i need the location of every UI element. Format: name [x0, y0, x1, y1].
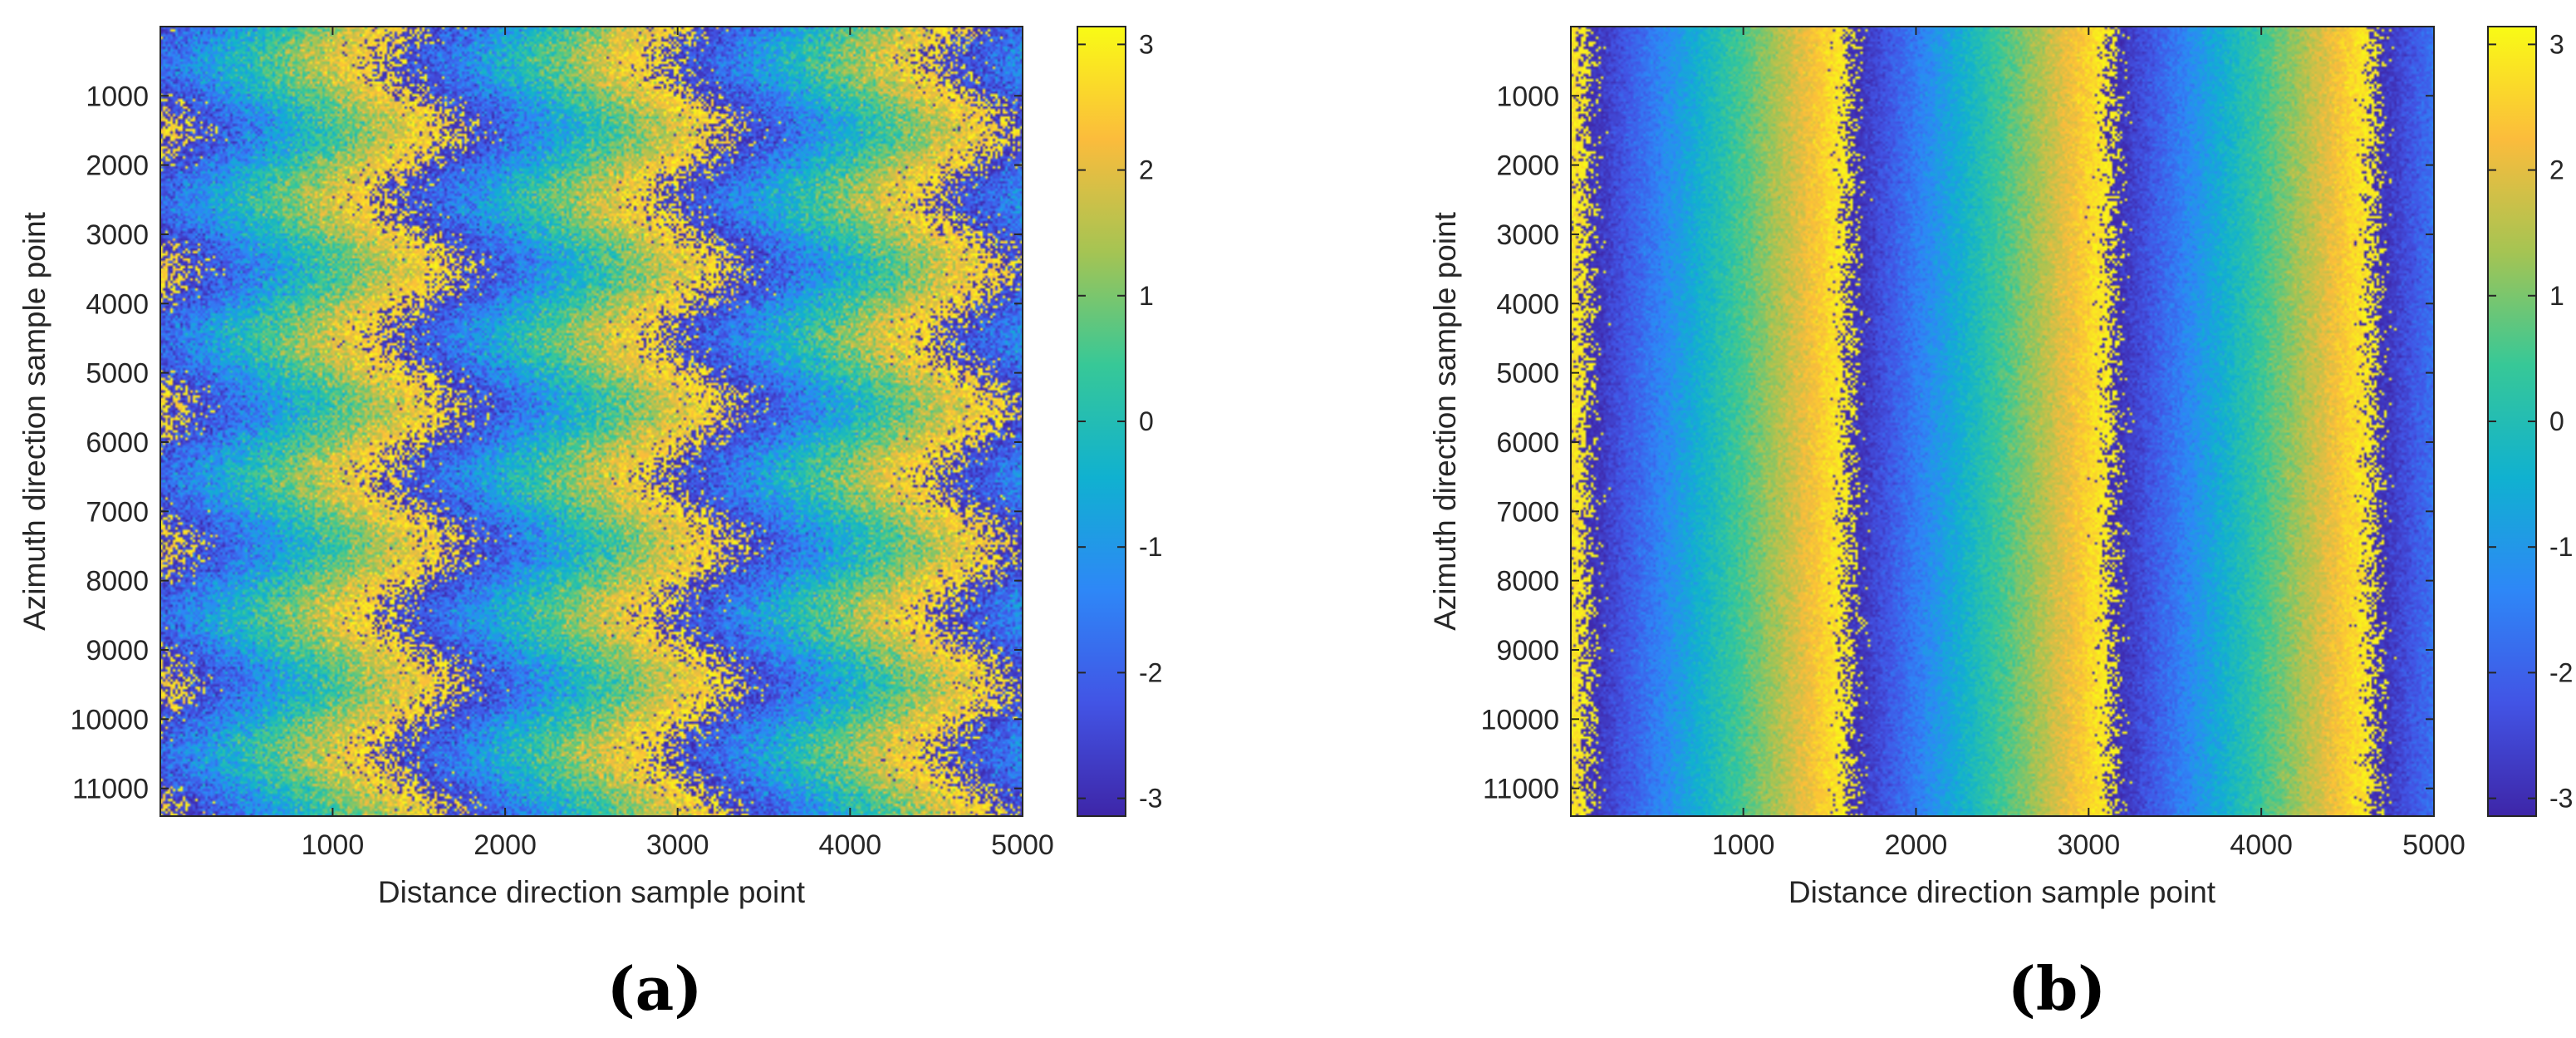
colorbar-tick-label: 3 [2549, 29, 2564, 59]
colorbar-a: 3 2 1 0 -1 -2 -3 [1077, 26, 1162, 817]
colorbar-tick-label: -1 [2549, 532, 2573, 562]
y-axis-label-b: Azimuth direction sample point [1428, 211, 1462, 631]
panel-label-b: (b) [2008, 953, 2106, 1024]
x-tick-label: 5000 [2402, 829, 2466, 861]
x-ticks-a: 1000 2000 3000 4000 5000 [302, 27, 1054, 861]
axes-frame-a [159, 26, 1023, 817]
y-tick-label: 10000 [70, 704, 149, 735]
y-ticks-b: 1000 2000 3000 4000 5000 6000 7000 8000 9000 1000… [1480, 81, 2434, 805]
y-tick-label: 5000 [1496, 358, 1559, 390]
x-tick-label: 4000 [2230, 829, 2293, 861]
y-axis-label-a: Azimuth direction sample point [17, 211, 52, 631]
y-tick-label: 7000 [1496, 496, 1559, 528]
panel-a: 1000 2000 3000 4000 5000 1000 2000 3000 4000 500… [17, 26, 1162, 1024]
colorbar-tick-label: 1 [1139, 281, 1154, 311]
colorbar-tick-label: 0 [2549, 406, 2564, 436]
y-tick-label: 9000 [86, 635, 149, 667]
colorbar-tick-label: 2 [1139, 155, 1154, 185]
y-tick-label: 4000 [1496, 288, 1559, 320]
y-tick-label: 2000 [86, 150, 149, 182]
x-tick-label: 1000 [1712, 829, 1775, 861]
y-tick-label: 8000 [1496, 566, 1559, 598]
x-tick-label: 3000 [2057, 829, 2120, 861]
phase-image-b [1571, 27, 2434, 816]
y-tick-label: 7000 [86, 496, 149, 528]
y-tick-label: 9000 [1496, 635, 1559, 667]
x-tick-label: 2000 [1885, 829, 1948, 861]
phase-heatmap-a [160, 27, 1023, 816]
colorbar-tick-label: -3 [2549, 784, 2573, 814]
y-ticks-a: 1000 2000 3000 4000 5000 6000 7000 8000 9000 1000… [70, 81, 1023, 805]
phase-heatmap-b [1571, 27, 2434, 816]
x-tick-label: 4000 [819, 829, 882, 861]
panel-label-a: (a) [607, 953, 703, 1024]
y-tick-label: 1000 [86, 81, 149, 112]
colorbar-tick-label: -2 [2549, 657, 2573, 687]
y-tick-label: 5000 [86, 358, 149, 390]
x-tick-label: 2000 [473, 829, 537, 861]
colorbar-tick-label: -1 [1139, 532, 1162, 562]
y-tick-label: 8000 [86, 566, 149, 598]
colorbar-b: 3 2 1 0 -1 -2 -3 [2487, 26, 2573, 817]
phase-image-a [160, 27, 1023, 816]
colorbar-tick-label: -3 [1139, 784, 1162, 814]
colorbar-tick-label: -2 [1139, 657, 1162, 687]
y-tick-label: 11000 [72, 774, 149, 805]
y-tick-label: 3000 [86, 219, 149, 251]
y-tick-label: 6000 [1496, 427, 1559, 459]
x-tick-label: 3000 [646, 829, 709, 861]
y-tick-label: 3000 [1496, 219, 1559, 251]
colorbar-ticks-b: 3 2 1 0 -1 -2 -3 [2488, 29, 2573, 814]
colorbar-tick-label: 2 [2549, 155, 2564, 185]
y-tick-label: 6000 [86, 427, 149, 459]
colorbar-tick-label: 1 [2549, 281, 2564, 311]
axes-frame-b [1570, 26, 2435, 817]
colorbar-tick-label: 0 [1139, 406, 1154, 436]
y-tick-label: 2000 [1496, 150, 1559, 182]
y-tick-label: 10000 [1480, 704, 1559, 735]
colorbar-tick-label: 3 [1139, 29, 1154, 59]
y-tick-label: 11000 [1483, 774, 1559, 805]
colorbar-ticks-a: 3 2 1 0 -1 -2 -3 [1077, 29, 1162, 814]
x-axis-label-b: Distance direction sample point [1788, 875, 2216, 909]
panel-b: 1000 2000 3000 4000 5000 1000 2000 3000 4000 500… [1428, 26, 2573, 1024]
y-tick-label: 4000 [86, 288, 149, 320]
x-ticks-b: 1000 2000 3000 4000 5000 [1712, 27, 2466, 861]
x-axis-label-a: Distance direction sample point [378, 875, 806, 909]
y-tick-label: 1000 [1496, 81, 1559, 112]
x-tick-label: 5000 [991, 829, 1054, 861]
x-tick-label: 1000 [302, 829, 365, 861]
